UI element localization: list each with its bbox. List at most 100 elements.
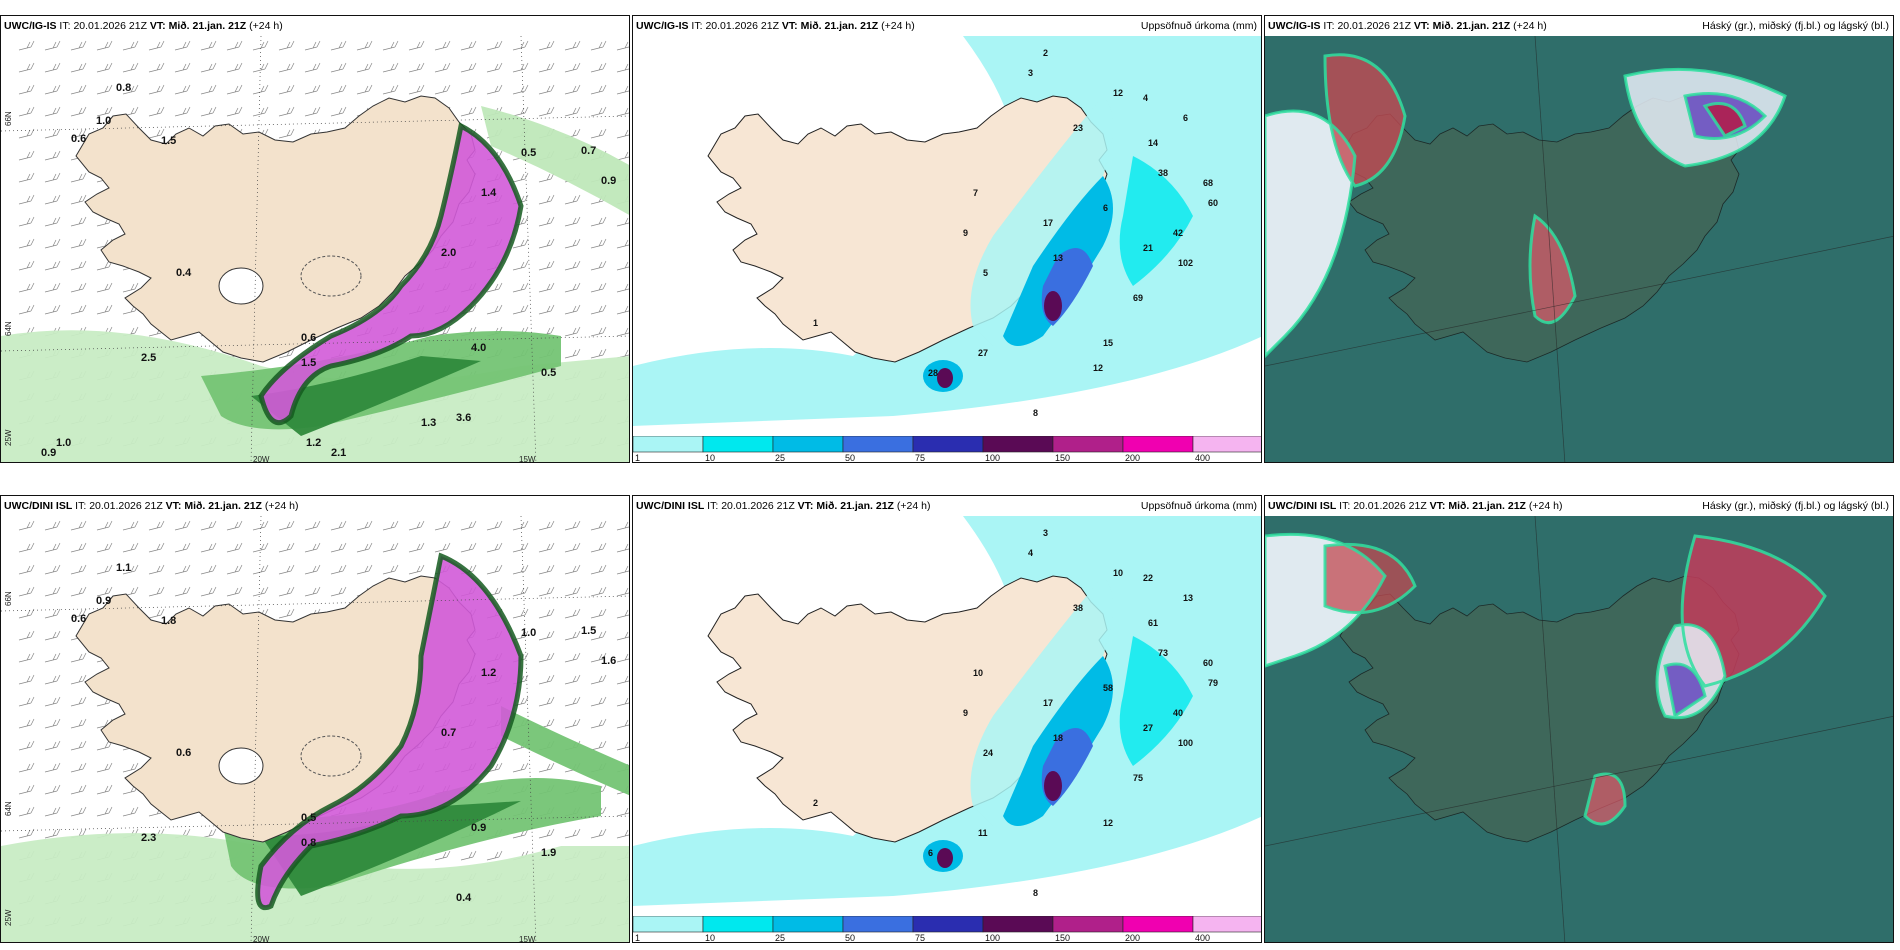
snowfall-value: 3.6 (456, 412, 471, 424)
snowfall-area (251, 356, 481, 436)
precip-value: 8 (1033, 408, 1038, 418)
precip-map: 34 10 22 13 38 61 73 60 79 40 100 75 12 27 18 17 10 9 24 58… (633, 516, 1261, 924)
snowfall-value: 0.6 (176, 747, 191, 759)
colorbar-swatch (1052, 916, 1124, 933)
lat-label: 64N (4, 801, 13, 816)
precip-value: 9 (963, 708, 968, 718)
precip-value: 11 (978, 828, 988, 838)
snowfall-value: 0.6 (71, 133, 86, 145)
colorbar-swatch (702, 436, 774, 453)
lat-label: 66N (4, 591, 13, 606)
precip-value: 24 (983, 748, 993, 758)
cloud-contours (1265, 53, 1787, 359)
precip-value: 9 (963, 228, 968, 238)
colorbar-tick-label: 75 (915, 453, 925, 462)
panel-variable-label: Uppsöfnuð úrkoma (mm) (1140, 16, 1257, 36)
snowfall-value: 0.5 (301, 812, 316, 824)
snowfall-value: 0.5 (521, 147, 536, 159)
snowfall-value: 0.4 (176, 267, 192, 279)
snowfall-value: 0.6 (301, 332, 316, 344)
panel-precip-dini: UWC/DINI ISL IT: 20.01.2026 21Z VT: Mið.… (632, 495, 1262, 943)
precip-max (937, 368, 953, 388)
glacier (218, 747, 264, 785)
panel-precip-ig-is: UWC/IG-IS IT: 20.01.2026 21Z VT: Mið. 21… (632, 15, 1262, 463)
colorbar-swatch (772, 436, 844, 453)
colorbar-tick-label: 100 (985, 453, 1000, 462)
precip-value: 73 (1158, 648, 1168, 658)
precip-value: 100 (1178, 738, 1193, 748)
precip-value: 27 (1143, 723, 1153, 733)
precip-value: 3 (1043, 528, 1048, 538)
precip-max (1044, 771, 1062, 801)
snowfall-value: 0.8 (116, 82, 131, 94)
snowfall-value: 0.5 (541, 367, 556, 379)
snowfall-value: 1.0 (521, 627, 536, 639)
colorbar-tick-label: 75 (915, 933, 925, 942)
colorbar-swatch (912, 436, 984, 453)
precip-value: 17 (1043, 218, 1053, 228)
snowfall-value: 1.0 (96, 115, 111, 127)
panel-clouds-ig-is: UWC/IG-IS IT: 20.01.2026 21Z VT: Mið. 21… (1264, 15, 1894, 463)
precip-value: 10 (1113, 568, 1123, 578)
lat-label: 66N (4, 111, 13, 126)
precip-value: 8 (1033, 888, 1038, 898)
snowfall-value: 1.5 (161, 135, 176, 147)
colorbar-swatch (912, 916, 984, 933)
cloud-layer (1705, 103, 1745, 136)
snowfall-value: 1.8 (161, 615, 176, 627)
precip-max (937, 848, 953, 868)
panel-snowfall-ig-is: UWC/IG-IS IT: 20.01.2026 21Z VT: Mið. 21… (0, 15, 630, 463)
precip-value: 75 (1133, 773, 1143, 783)
lon-label: 15W (519, 935, 536, 943)
colorbar-tick-label: 1 (635, 933, 640, 942)
colorbar-tick-label: 150 (1055, 933, 1070, 942)
colorbar-tick-label: 10 (705, 453, 715, 462)
precip-value: 58 (1103, 683, 1113, 693)
colorbar-tick-label: 1 (635, 453, 640, 462)
precip-value: 60 (1203, 658, 1213, 668)
cloud-layer (1530, 216, 1575, 323)
precip-value: 6 (1103, 203, 1108, 213)
colorbar-swatch (633, 916, 704, 933)
snowfall-value: 1.6 (601, 655, 616, 667)
colorbar-swatch (1122, 436, 1194, 453)
snowfall-value: 2.5 (141, 352, 156, 364)
panel-snowfall-dini: UWC/DINI ISL IT: 20.01.2026 21Z VT: Mið.… (0, 495, 630, 943)
precip-value: 4 (1143, 93, 1148, 103)
snowfall-value: 1.3 (421, 417, 436, 429)
lon-label: 15W (519, 455, 536, 463)
precip-value: 17 (1043, 698, 1053, 708)
precip-value: 13 (1053, 253, 1063, 263)
graticule (1, 36, 629, 462)
snowfall-value: 1.1 (116, 562, 131, 574)
colorbar-tick-label: 50 (845, 453, 855, 462)
precip-colorbar: 1 10 25 50 75 100 150 200 400 (633, 916, 1261, 942)
precip-value: 2 (1043, 48, 1048, 58)
precip-value: 22 (1143, 573, 1153, 583)
cloud-map (1265, 36, 1893, 462)
precip-value: 18 (1053, 733, 1063, 743)
colorbar-swatch (982, 436, 1054, 453)
precip-map: 23 12 4 6 23 14 38 68 60 42 102 69 15 21 13 17 7 9 5 6 27 28 1… (633, 36, 1261, 444)
graticule (1534, 36, 1566, 462)
snowfall-value: 0.9 (96, 595, 111, 607)
cloud-map (1265, 516, 1893, 942)
precip-value: 1 (813, 318, 818, 328)
colorbar-tick-label: 50 (845, 933, 855, 942)
colorbar-swatch (1122, 916, 1194, 933)
snowfall-value: 0.7 (441, 727, 456, 739)
colorbar-tick-label: 400 (1195, 453, 1210, 462)
precip-value: 4 (1028, 548, 1033, 558)
cloud-layer (1265, 111, 1355, 356)
colorbar-tick-label: 25 (775, 453, 785, 462)
precip-value: 6 (1183, 113, 1188, 123)
colorbar-swatch (982, 916, 1054, 933)
colorbar-swatch (1052, 436, 1124, 453)
snowfall-value: 0.8 (301, 837, 316, 849)
precip-light (970, 576, 1113, 826)
snowfall-value: 1.9 (541, 847, 556, 859)
precip-value: 3 (1028, 68, 1033, 78)
graticule (1265, 716, 1893, 847)
snowfall-value: 0.6 (71, 613, 86, 625)
colorbar-tick-label: 10 (705, 933, 715, 942)
